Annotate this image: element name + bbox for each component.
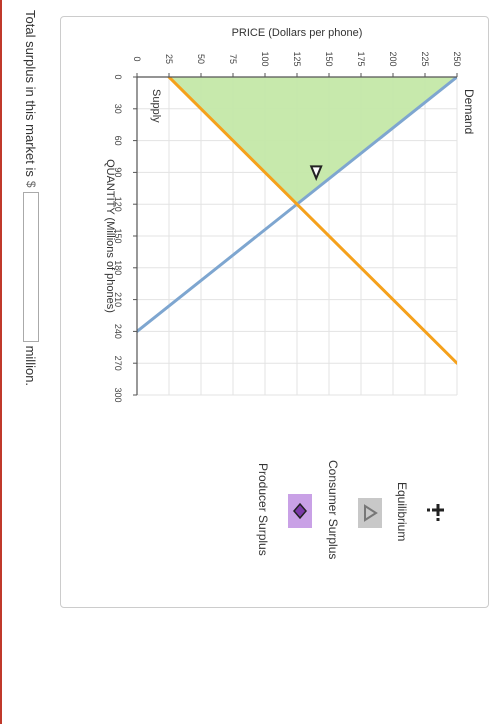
consumer-surplus-swatch [358, 498, 382, 528]
equilibrium-tool[interactable]: Equilibrium [395, 482, 444, 541]
consumer-surplus-marker-icon[interactable] [309, 165, 323, 181]
quantity-tick-label: 300 [113, 387, 123, 402]
producer-surplus-tool[interactable]: Producer Surplus [256, 463, 312, 556]
quantity-tick-label: 60 [113, 136, 123, 146]
price-tick-label: 200 [388, 51, 398, 66]
consumer-surplus-tool-label: Consumer Surplus [326, 460, 340, 559]
price-tick-label: 150 [324, 51, 334, 66]
equilibrium-tool-label: Equilibrium [395, 482, 409, 541]
consumer-surplus-tool[interactable]: Consumer Surplus [326, 460, 382, 559]
price-tick-label: 250 [452, 51, 462, 66]
price-tick-label: 25 [164, 54, 174, 64]
quantity-tick-labels: 0 30 60 90 120 150 180 210 240 270 300 [113, 74, 123, 402]
graph-panel: 0 25 50 75 100 125 150 175 200 225 250 0 30 60 90 120 1… [60, 16, 489, 608]
supply-line[interactable] [167, 77, 457, 365]
triangle-marker-icon [364, 504, 378, 522]
quantity-tick-label: 210 [113, 292, 123, 307]
equilibrium-cross-icon [427, 504, 444, 521]
quantity-tick-label: 180 [113, 260, 123, 275]
price-axis-label: PRICE (Dollars per phone) [232, 27, 363, 39]
question-prefix: Total surplus in this market is [23, 10, 39, 177]
axes [133, 73, 458, 396]
quantity-tick-label: 240 [113, 324, 123, 339]
price-tick-label: 75 [228, 54, 238, 64]
quantity-tick-label: 30 [113, 104, 123, 114]
price-tick-label: 50 [196, 54, 206, 64]
consumer-surplus-area[interactable] [169, 77, 457, 205]
quantity-axis-label: QUANTITY (Millions of phones) [104, 159, 116, 313]
triangle-marker-shape [309, 165, 323, 181]
supply-label: Supply [150, 89, 162, 123]
price-tick-label: 225 [420, 51, 430, 66]
price-tick-labels: 0 25 50 75 100 125 150 175 200 225 250 [132, 51, 462, 66]
question-line: Total surplus in this market is $ millio… [23, 10, 39, 386]
price-tick-label: 100 [260, 51, 270, 66]
quantity-tick-label: 0 [113, 74, 123, 79]
question-suffix: million. [23, 345, 39, 387]
currency-symbol: $ [24, 180, 38, 188]
producer-surplus-tool-label: Producer Surplus [256, 463, 270, 556]
diamond-marker-icon [293, 502, 307, 520]
quantity-tick-label: 120 [113, 197, 123, 212]
quantity-tick-label: 150 [113, 228, 123, 243]
quantity-tick-label: 90 [113, 167, 123, 177]
left-border [0, 0, 2, 724]
price-tick-label: 0 [132, 56, 142, 61]
price-tick-label: 175 [356, 51, 366, 66]
quantity-tick-label: 270 [113, 356, 123, 371]
supply-demand-chart: 0 25 50 75 100 125 150 175 200 225 250 0 30 60 90 120 1… [104, 27, 476, 559]
price-tick-label: 125 [292, 51, 302, 66]
total-surplus-input[interactable] [23, 191, 39, 342]
demand-label: Demand [462, 89, 476, 134]
